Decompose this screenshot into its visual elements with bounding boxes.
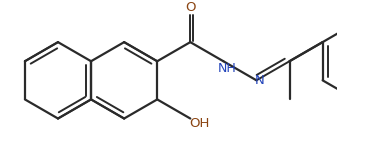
Text: OH: OH (189, 117, 210, 130)
Text: N: N (255, 74, 265, 87)
Text: NH: NH (218, 62, 236, 75)
Text: O: O (185, 1, 196, 14)
